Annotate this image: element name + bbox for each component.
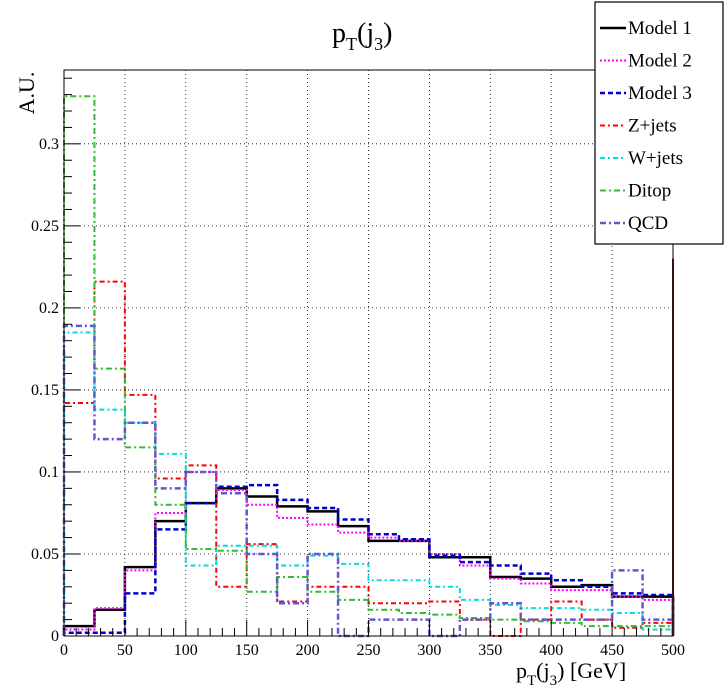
x-axis-label: pT(j3) [GeV] bbox=[516, 658, 626, 689]
x-tick-label: 200 bbox=[296, 642, 320, 659]
axis-ticks: 0 50 100 150 200 250 300 350 400 450 500 0 0.05 0.1 0.… bbox=[31, 77, 685, 659]
legend-entry-label: Z+jets bbox=[628, 116, 677, 137]
y-tick-label: 0.1 bbox=[39, 464, 59, 481]
x-tick-label: 300 bbox=[417, 642, 441, 659]
x-tick-label: 450 bbox=[600, 642, 624, 659]
x-tick-label: 50 bbox=[117, 642, 133, 659]
x-tick-label: 150 bbox=[235, 642, 259, 659]
x-tick-label: 500 bbox=[661, 642, 685, 659]
series-line-model-2 bbox=[63, 470, 674, 636]
x-tick-label: 100 bbox=[174, 642, 198, 659]
y-tick-label: 0.2 bbox=[39, 300, 59, 317]
series-line-model-3 bbox=[62, 483, 675, 636]
x-tick-label: 400 bbox=[539, 642, 563, 659]
legend-entry-label: Ditop bbox=[628, 181, 671, 202]
chart-title: pT(j3) bbox=[332, 18, 392, 54]
legend-entry-label: W+jets bbox=[628, 148, 683, 169]
y-tick-label: 0.3 bbox=[39, 136, 59, 153]
x-tick-label: 250 bbox=[357, 642, 381, 659]
series-line-qcd bbox=[62, 324, 675, 638]
legend-entry-label: QCD bbox=[628, 213, 668, 234]
grid-lines bbox=[64, 70, 673, 636]
y-axis-label: A.U. bbox=[14, 72, 39, 115]
legend-entry-label: Model 1 bbox=[628, 18, 692, 39]
x-tick-label: 350 bbox=[478, 642, 502, 659]
y-tick-label: 0.15 bbox=[31, 382, 59, 399]
plot-frame-border bbox=[63, 69, 674, 637]
y-tick-label: 0.05 bbox=[31, 546, 59, 563]
y-tick-label: 0.25 bbox=[31, 218, 59, 235]
series-layer bbox=[62, 95, 675, 638]
legend-box bbox=[594, 1, 724, 245]
x-tick-label: 0 bbox=[60, 642, 68, 659]
series-line-z-jets bbox=[63, 280, 674, 637]
y-tick-label: 0 bbox=[51, 628, 59, 645]
legend-entry-label: Model 3 bbox=[628, 83, 692, 104]
legend-entry-label: Model 2 bbox=[628, 51, 692, 72]
legend: Model 1 Model 2 Model 3 Z+jets W+jets Ditop QC… bbox=[594, 1, 724, 245]
